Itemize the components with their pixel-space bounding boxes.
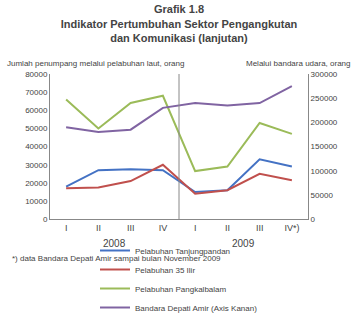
svg-text:300000: 300000 bbox=[311, 70, 338, 79]
svg-text:60000: 60000 bbox=[25, 106, 48, 115]
svg-text:100000: 100000 bbox=[311, 167, 338, 176]
svg-text:40000: 40000 bbox=[25, 142, 48, 151]
svg-text:200000: 200000 bbox=[311, 118, 338, 127]
svg-text:I: I bbox=[65, 223, 68, 233]
svg-text:250000: 250000 bbox=[311, 94, 338, 103]
svg-text:III: III bbox=[256, 223, 264, 233]
svg-text:2008: 2008 bbox=[103, 238, 126, 249]
svg-text:Melalui bandara udara, orang: Melalui bandara udara, orang bbox=[246, 59, 351, 68]
svg-text:50000: 50000 bbox=[25, 124, 48, 133]
svg-text:Pelabuhan Pangkalbalam: Pelabuhan Pangkalbalam bbox=[135, 285, 227, 294]
svg-text:0: 0 bbox=[311, 215, 316, 224]
svg-text:20000: 20000 bbox=[25, 179, 48, 188]
svg-text:III: III bbox=[127, 223, 135, 233]
svg-text:IV*): IV*) bbox=[284, 223, 299, 233]
svg-text:2009: 2009 bbox=[232, 238, 255, 249]
svg-text:150000: 150000 bbox=[311, 142, 338, 151]
svg-text:10000: 10000 bbox=[25, 197, 48, 206]
svg-text:30000: 30000 bbox=[25, 161, 48, 170]
svg-text:Jumlah penumpang melalui pelab: Jumlah penumpang melalui pelabuhan laut,… bbox=[7, 59, 184, 68]
svg-text:II: II bbox=[225, 223, 230, 233]
svg-text:*) data Bandara Depati Amir sa: *) data Bandara Depati Amir sampai bulan… bbox=[12, 254, 221, 263]
svg-text:I: I bbox=[194, 223, 197, 233]
svg-text:80000: 80000 bbox=[25, 70, 48, 79]
svg-text:IV: IV bbox=[159, 223, 168, 233]
svg-text:0: 0 bbox=[43, 215, 48, 224]
svg-text:Pelabuhan Tanjungpandan: Pelabuhan Tanjungpandan bbox=[135, 247, 230, 256]
svg-text:70000: 70000 bbox=[25, 88, 48, 97]
svg-text:Pelabuhan 35 Ilir: Pelabuhan 35 Ilir bbox=[135, 266, 195, 275]
svg-text:50000: 50000 bbox=[311, 191, 334, 200]
svg-text:II: II bbox=[96, 223, 101, 233]
svg-text:Grafik 1.8Indikator Pertumbuha: Grafik 1.8Indikator Pertumbuhan Sektor P… bbox=[61, 3, 298, 44]
svg-text:Bandara Depati Amir (Axis Kana: Bandara Depati Amir (Axis Kanan) bbox=[135, 304, 257, 313]
